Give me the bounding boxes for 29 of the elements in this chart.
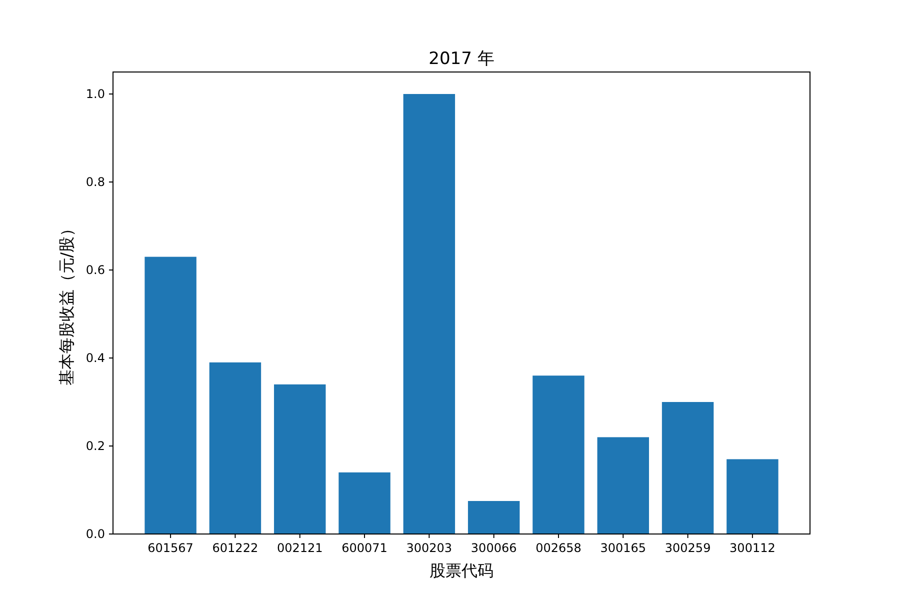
- bar: [338, 472, 390, 534]
- x-tick-label: 300259: [664, 541, 711, 555]
- y-tick-label: 0.8: [86, 175, 105, 189]
- x-tick-label: 601222: [212, 541, 258, 555]
- x-tick-label: 300203: [406, 541, 452, 555]
- y-tick-label: 0.4: [86, 351, 105, 365]
- x-tick-label: 002121: [276, 541, 323, 555]
- x-tick-label: 002658: [536, 541, 582, 555]
- bar: [726, 459, 778, 534]
- x-axis-title: 股票代码: [430, 561, 494, 580]
- y-axis-title: 基本每股收益（元/股）: [57, 220, 76, 386]
- y-tick-label: 1.0: [86, 87, 105, 101]
- y-tick-label: 0.2: [86, 439, 105, 453]
- x-tick-label: 300066: [470, 541, 517, 555]
- y-tick-label: 0.0: [86, 527, 105, 541]
- bar: [532, 376, 584, 534]
- x-tick-label: 601567: [148, 541, 194, 555]
- bar: [468, 501, 520, 534]
- chart-title: 2017 年: [428, 49, 494, 69]
- y-tick-label: 0.6: [86, 263, 105, 277]
- x-tick-label: 300112: [730, 541, 776, 555]
- bar: [209, 362, 262, 534]
- bar: [597, 437, 650, 534]
- bar: [662, 402, 714, 534]
- x-tick-label: 300165: [600, 541, 646, 555]
- x-tick-label: 600071: [342, 541, 388, 555]
- bar: [274, 384, 326, 534]
- bar: [144, 256, 196, 534]
- bar: [403, 94, 456, 534]
